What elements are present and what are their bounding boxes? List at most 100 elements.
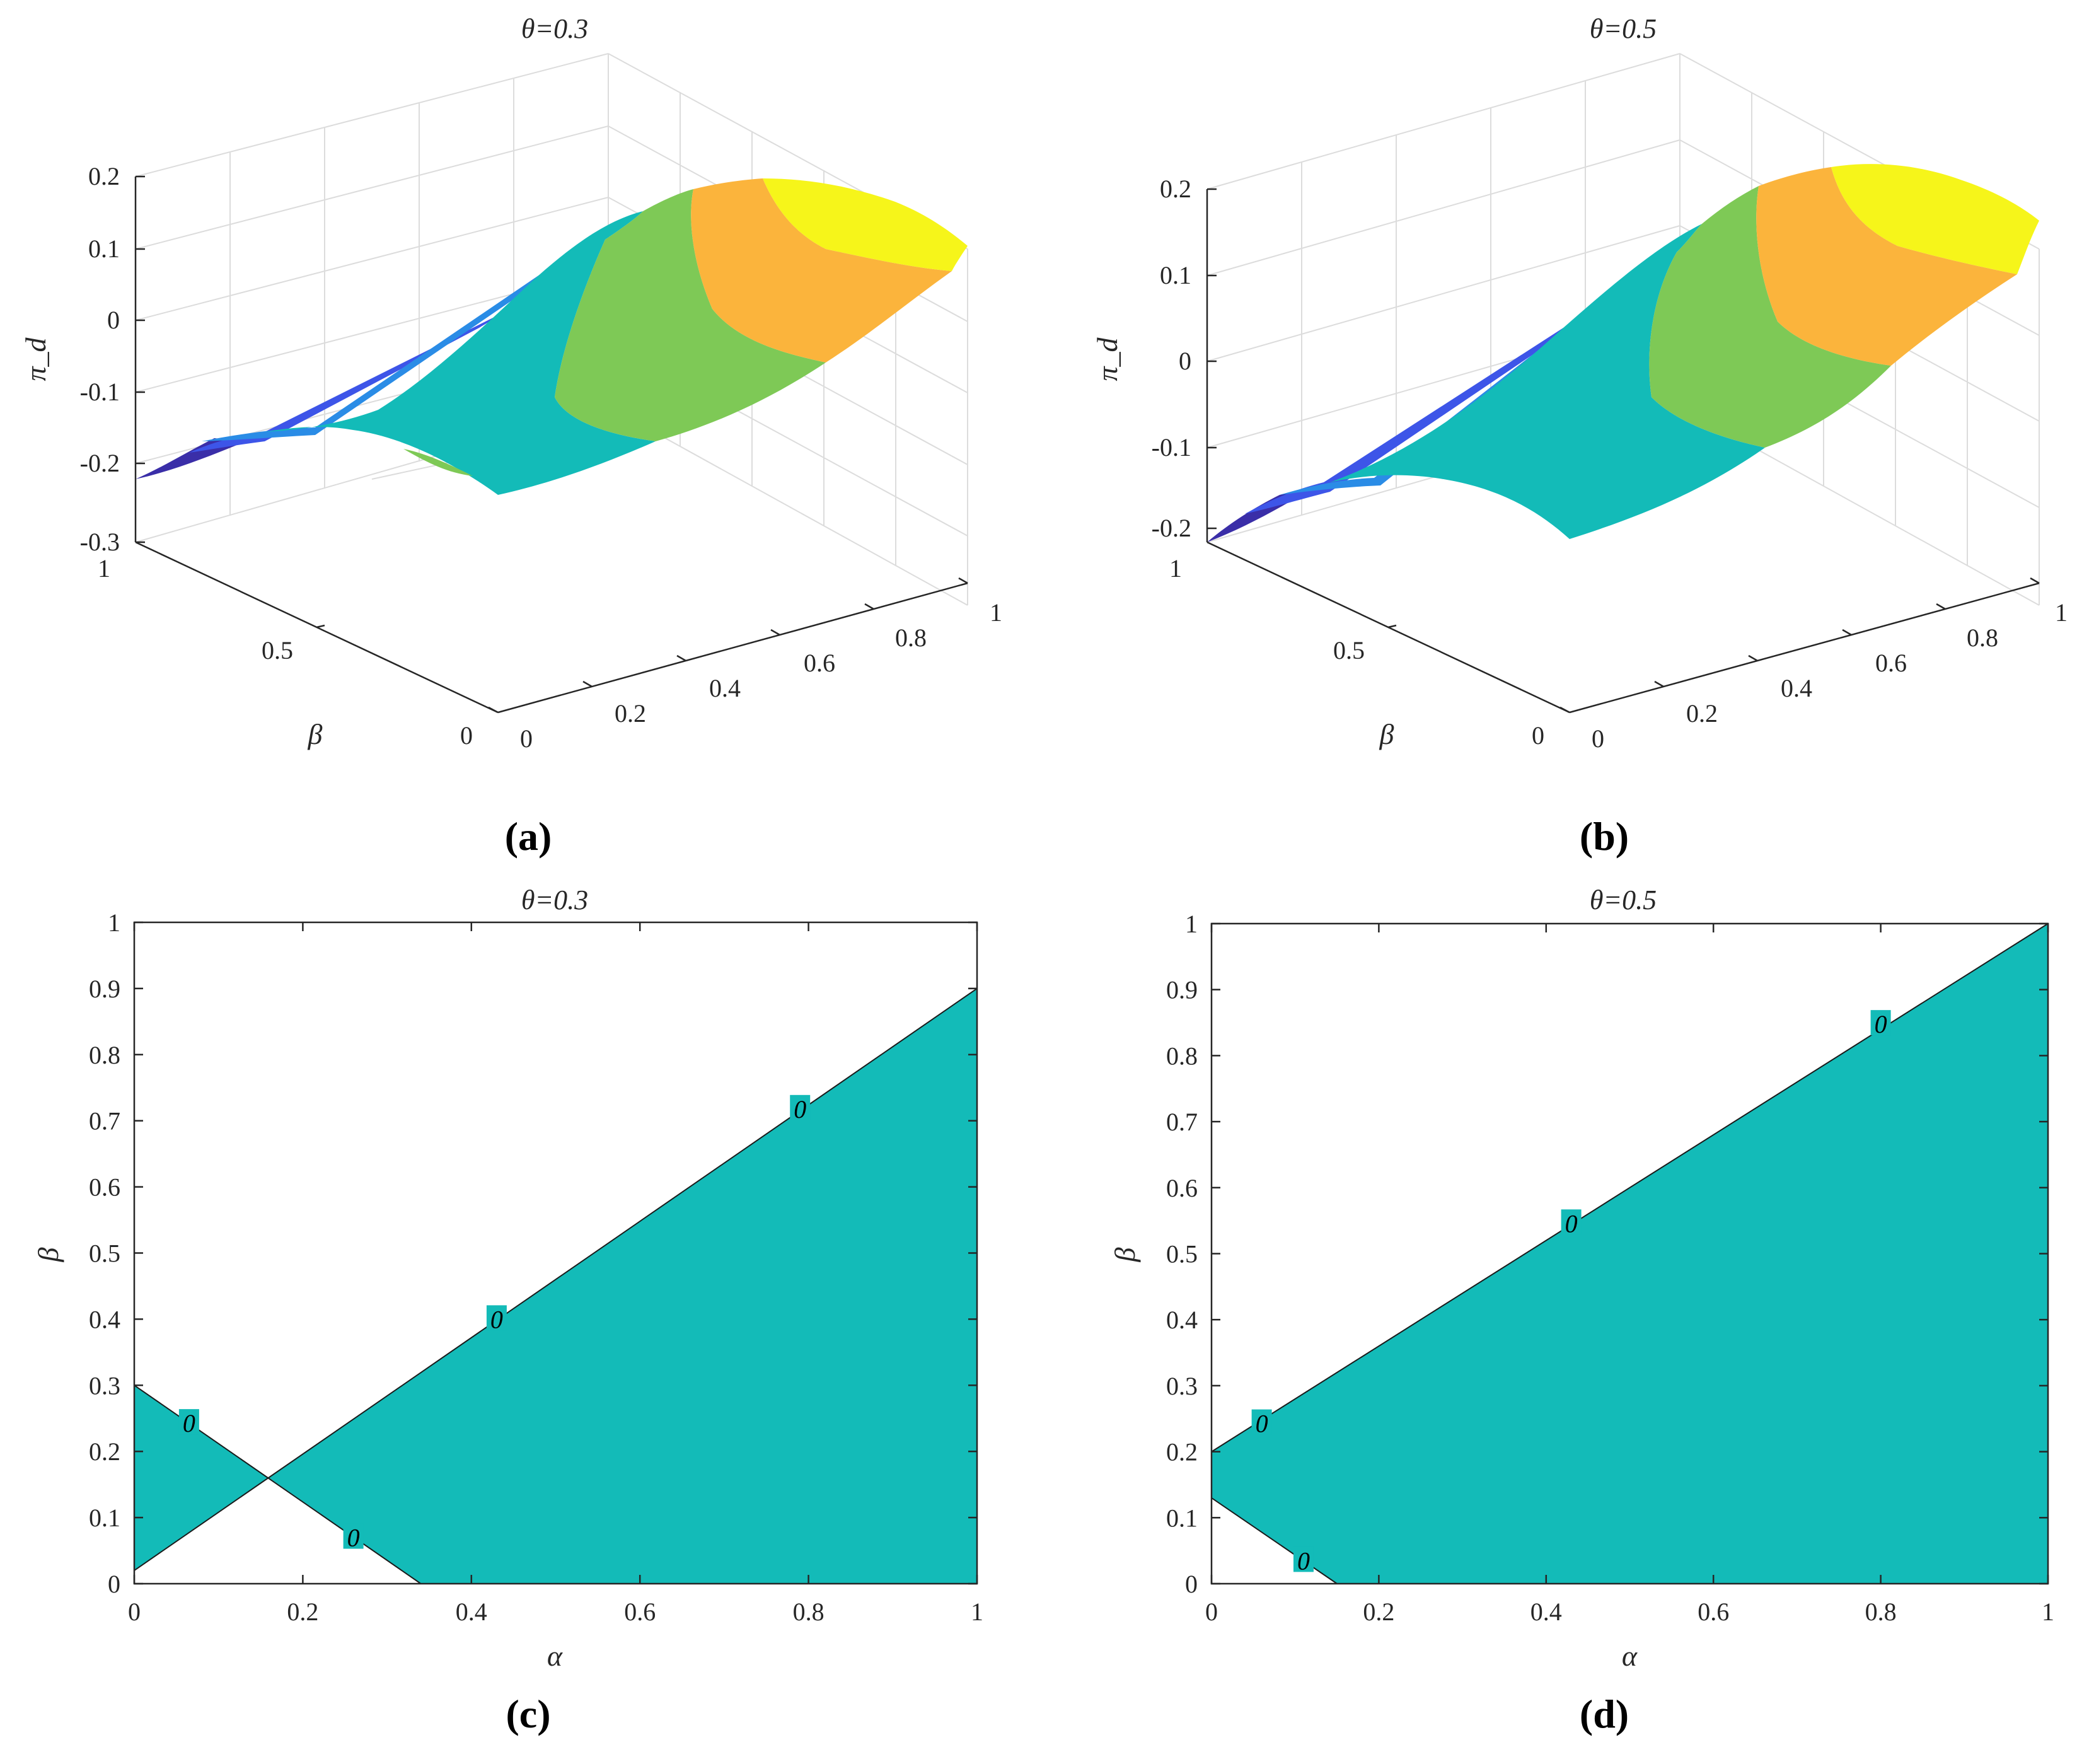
panel-d-y-tick-label: 0.6 [1166,1174,1198,1202]
panel-c-x-tick-label: 0 [128,1598,141,1626]
panel-b-surface [1207,164,2039,542]
panel-b-y-axis-label: β [1379,718,1394,750]
panel-d-ticks: 0 0.2 0.4 0.6 0.8 1 0 0.1 0.2 0.3 0.4 0.5 0.6 0.7 0.8 0… [1166,910,2054,1626]
panel-c-x-tick-label: 1 [971,1598,983,1626]
panel-a-y-tick-label: 1 [98,554,110,583]
panel-d-x-tick-label: 0.6 [1698,1598,1729,1626]
panel-c-y-tick-label: 0.4 [89,1305,120,1333]
panel-b-title: θ=0.5 [1590,13,1657,44]
panel-d-y-tick-label: 0.1 [1166,1504,1198,1532]
panel-d-x-tick-label: 0.8 [1865,1598,1897,1626]
panel-b-z-tick-label: 0.2 [1160,175,1191,203]
panel-a-tick-labels: 0.2 0.1 0 -0.1 -0.2 -0.3 1 0.5 0 0 0.2 0… [80,162,1002,753]
panel-a-y-axis-label: β [308,718,323,750]
panel-d-contour-label-bg [1870,1010,1891,1036]
panel-c-contour-label-bg [343,1523,364,1549]
panel-d-y-tick-label: 0.5 [1166,1240,1198,1268]
panel-b-x-tick-label: 1 [2055,598,2068,627]
panel-c-regions [134,988,977,1584]
panel-d-region [1212,924,2048,1584]
panel-c-y-tick-label: 0 [108,1570,120,1598]
panel-a-surface-plot: 0.2 0.1 0 -0.1 -0.2 -0.3 1 0.5 0 0 0.2 0… [20,13,1002,859]
panel-d-contour-label-bg [1293,1546,1314,1572]
panel-a-z-tick-label: -0.3 [80,528,120,556]
panel-b-band-yellow [1831,164,2039,274]
panel-d-y-tick-label: 0.7 [1166,1108,1198,1136]
panel-b-z-tick-label: -0.2 [1152,514,1191,542]
panel-d-y-axis-label: β [1109,1247,1141,1262]
panel-a-title: θ=0.3 [521,13,588,44]
panel-c-y-tick-label: 0.1 [89,1504,120,1532]
panel-d-contour-label: 0 [1297,1546,1310,1575]
panel-d-x-tick-label: 0.2 [1363,1598,1394,1626]
panel-c-y-axis-label: β [32,1247,64,1262]
panel-c-x-tick-label: 0.8 [793,1598,824,1626]
panel-a-band-green [403,189,826,476]
panel-a-y-tick-label: 0.5 [262,636,293,664]
panel-a-band-orange [691,178,952,363]
panel-c-y-tick-label: 0.7 [89,1107,120,1135]
panel-d-x-tick-label: 0.4 [1530,1598,1562,1626]
panel-c-contour-labels: 0 0 0 0 [178,1094,811,1552]
panel-c-y-tick-label: 0.8 [89,1041,120,1069]
panel-a-z-tick-label: 0 [107,306,120,334]
panel-d-contour-labels: 0 0 0 0 [1251,1010,1891,1575]
panel-b-band-orange [1756,167,2017,366]
panel-c-contour-label-bg [486,1305,507,1331]
panel-c-contour-label: 0 [490,1305,503,1333]
panel-a-surface [136,178,968,495]
panel-c-y-tick-label: 0.3 [89,1371,120,1400]
panel-c-contour-label: 0 [347,1524,360,1552]
panel-d-contour-label: 0 [1256,1410,1268,1438]
panel-d-contour-label: 0 [1565,1209,1578,1238]
panel-d-x-tick-label: 0 [1205,1598,1218,1626]
panel-b-y-tick-label: 0.5 [1333,636,1365,664]
panel-a-band-yellow [763,178,968,271]
panel-b-z-tick-label: 0.1 [1160,261,1191,289]
panel-c-x-tick-label: 0.2 [287,1598,318,1626]
panel-b-y-tick-label: 0 [1532,721,1544,750]
panel-c-contour-label: 0 [794,1095,806,1123]
panel-b-ticks [1207,188,2040,714]
panel-d-title: θ=0.5 [1590,885,1657,915]
panel-a-z-axis-label: π_d [20,337,52,381]
panel-c-x-tick-label: 0.4 [456,1598,487,1626]
panel-a-x-tick-label: 0 [520,724,533,753]
panel-c-caption: (c) [506,1691,550,1736]
panel-d-y-tick-label: 0.8 [1166,1042,1198,1070]
panel-c-contour-label-bg [790,1094,811,1120]
panel-c-x-tick-label: 0.6 [624,1598,656,1626]
panel-d-y-tick-label: 0 [1185,1570,1198,1598]
panel-c-x-axis-label: α [547,1640,563,1672]
panel-a-y-tick-label: 0 [460,721,473,750]
panel-a-x-tick-label: 0.2 [615,699,646,728]
panel-c-boundary-line [134,988,978,1571]
panel-a-z-tick-label: -0.1 [80,378,120,406]
panel-a-x-tick-label: 0.8 [895,624,927,652]
panel-d-caption: (d) [1580,1691,1629,1736]
panel-d-y-tick-label: 1 [1185,910,1198,938]
panel-d-x-axis-label: α [1622,1640,1638,1672]
panel-d-boundary-line [1211,1497,1338,1584]
panel-c-title: θ=0.3 [521,885,588,915]
panel-b-z-tick-label: 0 [1179,347,1191,375]
panel-d-y-tick-label: 0.2 [1166,1438,1198,1466]
panel-b-caption: (b) [1580,814,1629,859]
panel-b-x-tick-label: 0 [1592,724,1604,753]
panel-a-x-tick-label: 0.4 [709,674,741,702]
panel-c-y-tick-label: 0.5 [89,1239,120,1268]
panel-d-contour-label-bg [1561,1209,1582,1235]
panel-c-ticks: 0 0.2 0.4 0.6 0.8 1 0 0.1 0.2 0.3 0.4 0.5 0.6 0.7 0.8 0… [89,908,983,1626]
panel-b-x-tick-label: 0.8 [1967,624,1998,652]
panel-a-band-teal [265,211,656,495]
panel-a-band-dark-blue [136,438,246,479]
panel-b-x-tick-label: 0.4 [1781,674,1812,702]
panel-a-z-tick-label: -0.2 [80,449,120,477]
panel-a-z-tick-label: 0.1 [88,235,120,263]
panel-c-y-tick-label: 0.9 [89,975,120,1003]
panel-d-contour-label-bg [1251,1409,1272,1435]
panel-c-y-tick-label: 1 [108,908,120,937]
